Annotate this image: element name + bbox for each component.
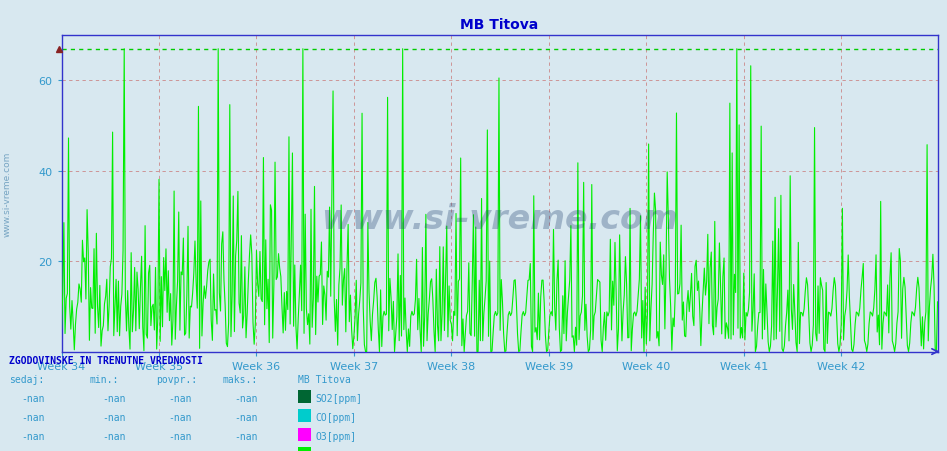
Text: povpr.:: povpr.: bbox=[156, 374, 197, 384]
Text: ZGODOVINSKE IN TRENUTNE VREDNOSTI: ZGODOVINSKE IN TRENUTNE VREDNOSTI bbox=[9, 355, 204, 365]
Text: -nan: -nan bbox=[22, 412, 45, 422]
Text: -nan: -nan bbox=[169, 393, 191, 403]
Text: www.si-vreme.com: www.si-vreme.com bbox=[321, 202, 678, 236]
Text: 67: 67 bbox=[241, 450, 252, 451]
Text: -nan: -nan bbox=[169, 412, 191, 422]
Text: maks.:: maks.: bbox=[223, 374, 258, 384]
Text: -nan: -nan bbox=[235, 431, 258, 441]
Text: -nan: -nan bbox=[102, 393, 125, 403]
Text: www.si-vreme.com: www.si-vreme.com bbox=[3, 152, 12, 236]
Text: SO2[ppm]: SO2[ppm] bbox=[315, 393, 363, 403]
Text: 21: 21 bbox=[174, 450, 186, 451]
Text: CO[ppm]: CO[ppm] bbox=[315, 412, 356, 422]
Text: -nan: -nan bbox=[235, 412, 258, 422]
Text: -nan: -nan bbox=[22, 393, 45, 403]
Text: -nan: -nan bbox=[169, 431, 191, 441]
Text: O3[ppm]: O3[ppm] bbox=[315, 431, 356, 441]
Text: 1: 1 bbox=[111, 450, 116, 451]
Text: min.:: min.: bbox=[90, 374, 119, 384]
Text: -nan: -nan bbox=[102, 412, 125, 422]
Title: MB Titova: MB Titova bbox=[460, 18, 539, 32]
Text: -nan: -nan bbox=[102, 431, 125, 441]
Text: NO2[ppm]: NO2[ppm] bbox=[315, 450, 363, 451]
Text: -nan: -nan bbox=[22, 431, 45, 441]
Text: 11: 11 bbox=[27, 450, 39, 451]
Text: sedaj:: sedaj: bbox=[9, 374, 45, 384]
Text: -nan: -nan bbox=[235, 393, 258, 403]
Text: MB Titova: MB Titova bbox=[298, 374, 351, 384]
